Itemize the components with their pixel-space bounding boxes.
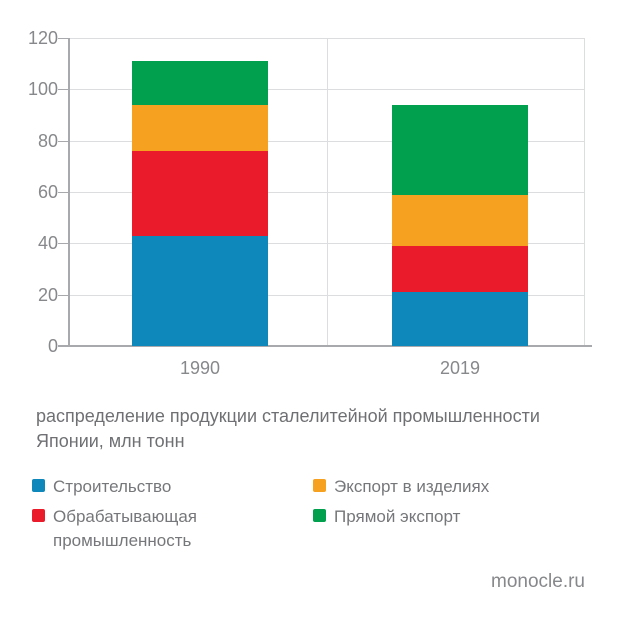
- legend-swatch-direct-export: [313, 509, 326, 522]
- legend-column-1: Строительство Обрабатывающая промышленнос…: [32, 475, 242, 559]
- caption-line-1: распределение продукции сталелитейной пр…: [36, 406, 540, 426]
- y-tick-mark-20: [58, 294, 68, 296]
- y-tick-mark-120: [58, 38, 68, 39]
- legend-item-construction: Строительство: [32, 475, 242, 499]
- caption-line-2: Японии, млн тонн: [36, 431, 185, 451]
- y-tick-label-100: 100: [27, 79, 58, 100]
- gridline-40: [68, 243, 585, 245]
- legend-swatch-export-in-products: [313, 479, 326, 492]
- gridline-120: [68, 38, 585, 39]
- legend-item-direct-export: Прямой экспорт: [313, 505, 573, 529]
- legend-label-export-in-products: Экспорт в изделиях: [334, 477, 490, 496]
- bar-1990-segment-export-in-products: [132, 104, 268, 151]
- x-tick-label-2019: 2019: [439, 358, 481, 378]
- y-tick-label-60: 60: [37, 182, 58, 202]
- bar-2019: [392, 38, 528, 346]
- y-tick-mark-40: [58, 243, 68, 245]
- gridline-100: [68, 89, 585, 91]
- bar-2019-segment-direct-export: [392, 104, 528, 195]
- y-tick-label-0: 0: [47, 336, 58, 356]
- y-axis-line: [68, 38, 70, 346]
- bar-2019-segment-export-in-products: [392, 194, 528, 246]
- gridline-20: [68, 294, 585, 296]
- legend-label-construction: Строительство: [53, 477, 172, 496]
- bar-2019-segment-construction: [392, 292, 528, 346]
- y-tick-label-80: 80: [37, 130, 58, 151]
- y-tick-mark-80: [58, 140, 68, 142]
- legend-item-export-in-products: Экспорт в изделиях: [313, 475, 573, 499]
- bar-1990-segment-direct-export: [132, 61, 268, 105]
- legend-swatch-manufacturing: [32, 509, 45, 522]
- y-tick-mark-60: [58, 192, 68, 193]
- x-tick-label-1990: 1990: [179, 358, 221, 378]
- bar-1990-segment-manufacturing: [132, 150, 268, 236]
- y-tick-label-120: 120: [27, 28, 58, 48]
- bar-1990-segment-construction: [132, 235, 268, 346]
- chart-caption: распределение продукции сталелитейной пр…: [36, 404, 606, 454]
- plot-area: [58, 38, 592, 347]
- gridline-80: [68, 140, 585, 142]
- gridline-0: [58, 345, 592, 347]
- legend-column-2: Экспорт в изделиях Прямой экспорт: [313, 475, 573, 535]
- gridline-60: [68, 192, 585, 193]
- y-tick-mark-100: [58, 89, 68, 91]
- legend-item-manufacturing: Обрабатывающая промышленность: [32, 505, 242, 553]
- bar-1990: [132, 38, 268, 346]
- legend-label-direct-export: Прямой экспорт: [334, 507, 461, 526]
- legend-swatch-construction: [32, 479, 45, 492]
- y-tick-label-20: 20: [37, 284, 58, 305]
- y-tick-label-40: 40: [37, 233, 58, 254]
- legend-label-manufacturing: Обрабатывающая промышленность: [53, 507, 197, 550]
- bar-2019-segment-manufacturing: [392, 245, 528, 293]
- source-link[interactable]: monocle.ru: [491, 571, 585, 592]
